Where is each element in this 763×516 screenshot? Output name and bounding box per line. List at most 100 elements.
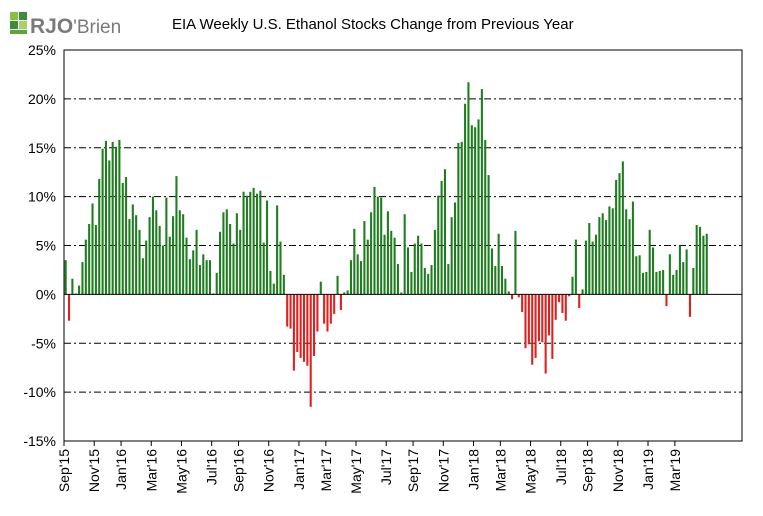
bar bbox=[688, 294, 692, 317]
bar bbox=[547, 294, 551, 336]
bar bbox=[299, 294, 302, 358]
bar bbox=[232, 243, 235, 295]
bar bbox=[182, 214, 185, 295]
bar bbox=[98, 179, 101, 295]
bar bbox=[326, 294, 329, 332]
bar bbox=[259, 190, 262, 295]
bar bbox=[410, 271, 413, 295]
bar bbox=[457, 142, 460, 295]
x-tick-label: Mar'17 bbox=[318, 449, 334, 492]
bar bbox=[662, 269, 665, 295]
bar bbox=[219, 231, 222, 295]
bar bbox=[618, 173, 621, 295]
bar bbox=[279, 241, 282, 295]
bar bbox=[141, 258, 144, 295]
y-tick-label: 10% bbox=[28, 189, 56, 205]
bar bbox=[564, 294, 567, 321]
bar bbox=[71, 278, 74, 295]
x-tick-label: Jul'16 bbox=[204, 449, 220, 485]
x-tick-label: May'18 bbox=[523, 449, 539, 494]
bar bbox=[470, 125, 473, 295]
bar bbox=[188, 259, 191, 295]
bar bbox=[625, 209, 628, 295]
bar bbox=[591, 241, 594, 295]
x-tick-label: May'17 bbox=[348, 449, 364, 494]
bar bbox=[500, 266, 504, 295]
bar bbox=[396, 264, 399, 295]
bar bbox=[306, 294, 309, 366]
chart-title: EIA Weekly U.S. Ethanol Stocks Change fr… bbox=[172, 16, 574, 33]
bar bbox=[272, 283, 275, 295]
bar bbox=[131, 204, 134, 295]
bar bbox=[333, 294, 336, 314]
bar bbox=[534, 294, 537, 358]
bar bbox=[78, 285, 81, 295]
bar bbox=[255, 193, 259, 295]
bar bbox=[266, 200, 269, 295]
bar bbox=[702, 235, 705, 295]
bar bbox=[111, 141, 114, 295]
bar bbox=[477, 119, 480, 295]
bar bbox=[578, 294, 581, 309]
bar bbox=[302, 294, 306, 362]
bar bbox=[245, 195, 248, 295]
bar bbox=[148, 217, 151, 295]
x-tick-label: Nov'17 bbox=[435, 449, 451, 492]
bar bbox=[490, 248, 493, 295]
bar bbox=[615, 180, 618, 295]
bar bbox=[339, 294, 342, 311]
bar bbox=[386, 211, 389, 295]
x-tick-label: Jan'19 bbox=[640, 449, 656, 490]
bar bbox=[420, 243, 423, 295]
x-tick-label: Mar'18 bbox=[492, 449, 508, 492]
bar bbox=[346, 290, 349, 295]
bar bbox=[370, 212, 373, 295]
x-tick-label: Nov'18 bbox=[610, 449, 626, 492]
bar bbox=[581, 289, 584, 295]
logo-mark-icon: RJO'Brien bbox=[10, 12, 121, 38]
bar bbox=[605, 220, 608, 295]
bar bbox=[91, 203, 94, 295]
bar bbox=[192, 250, 195, 295]
x-tick-label: Mar'19 bbox=[667, 449, 683, 492]
bar bbox=[242, 191, 245, 295]
bar bbox=[198, 265, 201, 295]
bar bbox=[467, 82, 470, 295]
bar bbox=[464, 103, 467, 295]
bar bbox=[208, 260, 212, 295]
bar bbox=[430, 265, 433, 295]
bar bbox=[511, 294, 514, 300]
bar bbox=[531, 294, 534, 365]
bar bbox=[165, 197, 168, 295]
bar bbox=[621, 161, 624, 295]
bar bbox=[276, 205, 279, 295]
bar bbox=[88, 224, 91, 295]
bar bbox=[168, 236, 171, 295]
bar bbox=[638, 255, 641, 295]
bar bbox=[598, 217, 601, 295]
bar bbox=[309, 294, 312, 407]
brand-logo: RJO'Brien bbox=[10, 10, 150, 40]
bar bbox=[81, 262, 84, 295]
x-tick-label: Mar'16 bbox=[143, 449, 159, 492]
bar bbox=[195, 229, 198, 295]
bar bbox=[433, 229, 436, 295]
bar bbox=[494, 266, 497, 295]
bar bbox=[561, 294, 564, 313]
bar bbox=[497, 233, 500, 295]
bar bbox=[514, 230, 517, 295]
bar bbox=[101, 148, 104, 295]
bar bbox=[474, 127, 477, 295]
bar bbox=[658, 270, 661, 295]
bar bbox=[648, 229, 651, 295]
bar bbox=[678, 245, 681, 295]
bar bbox=[631, 201, 634, 295]
bar bbox=[135, 215, 138, 295]
bar bbox=[94, 224, 97, 295]
bar bbox=[584, 240, 587, 295]
bar bbox=[118, 139, 121, 295]
bar bbox=[114, 146, 118, 295]
x-tick-label: May'16 bbox=[173, 449, 189, 494]
bar bbox=[682, 262, 685, 295]
bar bbox=[289, 294, 292, 329]
